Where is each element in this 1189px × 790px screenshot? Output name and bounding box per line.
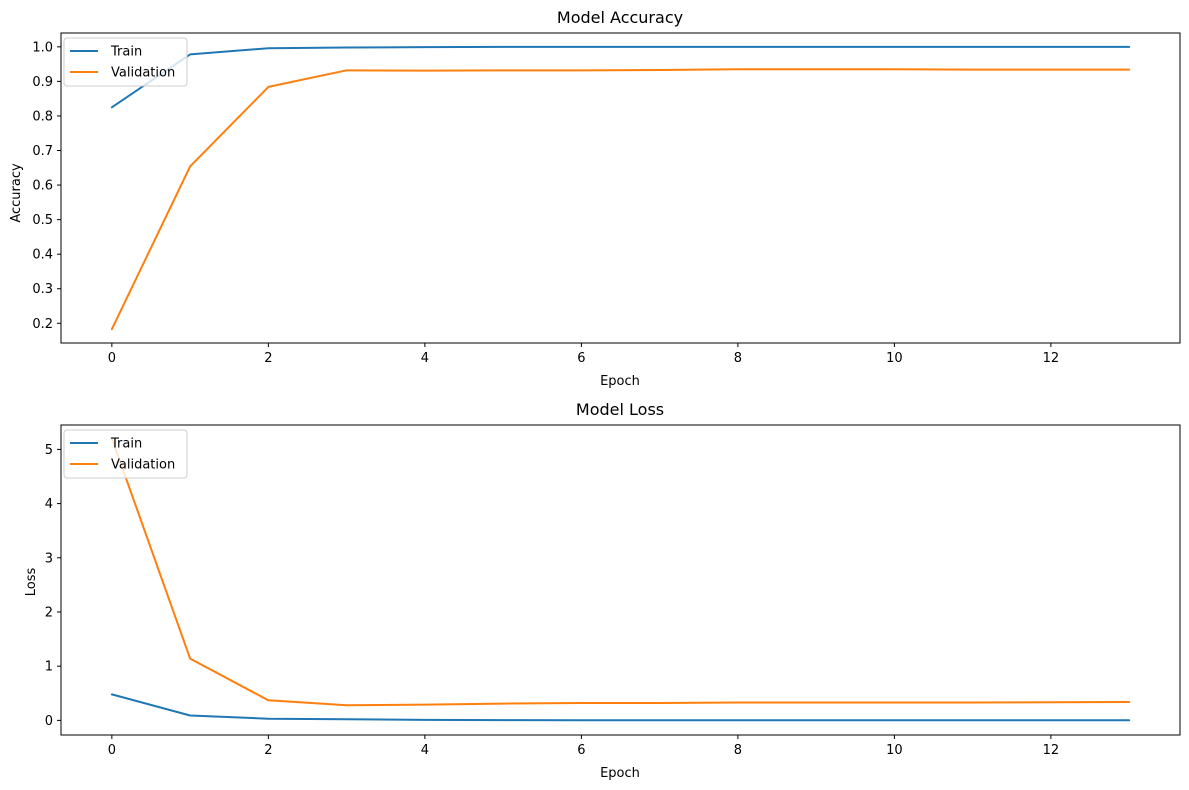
accuracy-y-tick-label: 0.4: [32, 248, 53, 263]
accuracy-y-tick-label: 0.9: [32, 75, 53, 90]
loss-x-tick-label: 12: [1043, 743, 1060, 758]
loss-x-tick-label: 8: [734, 743, 742, 758]
loss-y-axis-label: Loss: [24, 568, 39, 597]
accuracy-x-tick-label: 8: [734, 351, 742, 366]
accuracy-x-tick-label: 2: [264, 351, 272, 366]
accuracy-x-tick-label: 6: [577, 351, 585, 366]
accuracy-y-tick-label: 0.8: [32, 109, 53, 124]
accuracy-y-tick-label: 0.2: [32, 317, 53, 332]
accuracy-y-tick-label: 0.3: [32, 282, 53, 297]
accuracy-plot-frame: [60, 32, 1181, 344]
accuracy-train-line: [110, 45, 1131, 109]
accuracy-y-tick-label: 0.6: [32, 179, 53, 194]
loss-legend: Train Validation: [63, 429, 188, 479]
loss-y-tick-label: 0: [45, 714, 53, 729]
loss-x-tick-label: 4: [421, 743, 429, 758]
loss-x-tick-label: 10: [886, 743, 903, 758]
loss-y-tick-label: 4: [45, 497, 53, 512]
accuracy-legend-label-train: Train: [110, 45, 142, 60]
accuracy-panel: Model Accuracy Epoch Accuracy 0 2 4 6 8 10 120…: [9, 8, 1181, 389]
loss-x-tick-label: 0: [108, 743, 116, 758]
accuracy-legend-label-validation: Validation: [111, 66, 175, 81]
accuracy-series-layer: [110, 45, 1131, 331]
accuracy-x-tick-label: 4: [421, 351, 429, 366]
loss-plot-frame: [60, 424, 1181, 736]
accuracy-chart-title: Model Accuracy: [557, 8, 683, 27]
accuracy-x-tick-label: 12: [1043, 351, 1060, 366]
accuracy-y-tick-label: 1.0: [32, 40, 53, 55]
accuracy-x-tick-label: 10: [886, 351, 903, 366]
accuracy-validation-line: [110, 68, 1131, 331]
accuracy-ticks-layer: 0 2 4 6 8 10 12 0.2 0.3 0.4 0.5 0.6 0.7 0.8 0.9 1.0: [32, 40, 1059, 366]
loss-y-tick-label: 2: [45, 605, 53, 620]
accuracy-y-tick-label: 0.7: [32, 144, 53, 159]
loss-chart-title: Model Loss: [576, 400, 664, 419]
loss-y-tick-label: 1: [45, 660, 53, 675]
loss-validation-line: [110, 437, 1131, 707]
accuracy-x-axis-label: Epoch: [600, 374, 640, 389]
loss-y-tick-label: 3: [45, 551, 53, 566]
accuracy-legend: Train Validation: [63, 37, 188, 87]
loss-legend-label-validation: Validation: [111, 458, 175, 473]
loss-legend-label-train: Train: [110, 437, 142, 452]
loss-series-layer: [110, 437, 1131, 722]
loss-train-line: [110, 693, 1131, 722]
loss-x-axis-label: Epoch: [600, 766, 640, 781]
loss-x-tick-label: 6: [577, 743, 585, 758]
accuracy-x-tick-label: 0: [108, 351, 116, 366]
accuracy-y-tick-label: 0.5: [32, 213, 53, 228]
loss-y-tick-label: 5: [45, 443, 53, 458]
loss-x-tick-label: 2: [264, 743, 272, 758]
accuracy-y-axis-label: Accuracy: [9, 163, 24, 223]
